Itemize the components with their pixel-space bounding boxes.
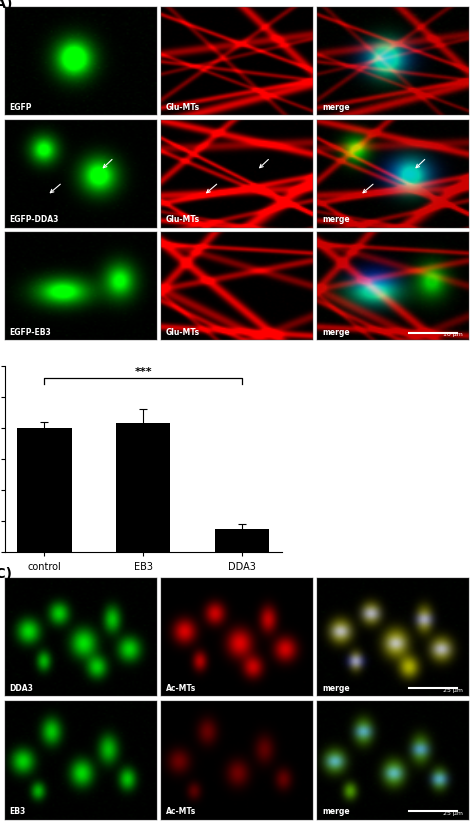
- Text: EB3: EB3: [9, 806, 26, 815]
- Text: Glu-MTs: Glu-MTs: [165, 215, 200, 224]
- Text: (A): (A): [0, 0, 13, 12]
- Text: Glu-MTs: Glu-MTs: [165, 328, 200, 336]
- Text: (C): (C): [0, 566, 12, 580]
- Text: merge: merge: [322, 328, 350, 336]
- Text: EGFP-DDA3: EGFP-DDA3: [9, 215, 59, 224]
- Text: 25 μm: 25 μm: [443, 810, 463, 815]
- Text: Ac-MTs: Ac-MTs: [165, 806, 196, 815]
- Text: merge: merge: [322, 806, 350, 815]
- Text: merge: merge: [322, 683, 350, 691]
- Bar: [18, 428, 72, 552]
- Text: Ac-MTs: Ac-MTs: [165, 683, 196, 691]
- Text: ***: ***: [135, 367, 152, 377]
- Text: Glu-MTs: Glu-MTs: [165, 103, 200, 112]
- Text: 25 μm: 25 μm: [443, 686, 463, 691]
- Text: EGFP-EB3: EGFP-EB3: [9, 328, 51, 336]
- Bar: [116, 424, 170, 552]
- Text: 10 μm: 10 μm: [443, 331, 463, 336]
- Text: merge: merge: [322, 215, 350, 224]
- Text: merge: merge: [322, 103, 350, 112]
- Text: DDA3: DDA3: [9, 683, 33, 691]
- Text: EGFP: EGFP: [9, 103, 32, 112]
- Bar: [215, 529, 269, 552]
